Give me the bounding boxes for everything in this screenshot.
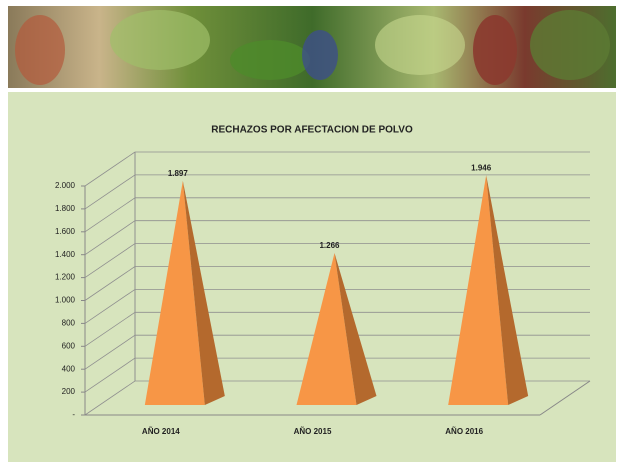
- value-label: 1.946: [471, 163, 492, 172]
- y-tick-label: 1.600: [55, 227, 76, 236]
- y-tick-label: 600: [62, 341, 76, 350]
- chart-title: RECHAZOS POR AFECTACION DE POLVO: [211, 125, 413, 136]
- x-tick-label: AÑO 2015: [294, 427, 332, 436]
- banner-photo: [8, 6, 616, 88]
- y-tick-label: 800: [62, 319, 76, 328]
- value-label: 1.897: [168, 169, 189, 178]
- chart-area: [8, 92, 616, 462]
- y-tick-label: 1.400: [55, 250, 76, 259]
- y-tick-label: 1.800: [55, 204, 76, 213]
- page: RECHAZOS POR AFECTACION DE POLVO - 200 400…: [0, 0, 624, 468]
- y-tick-label: 200: [62, 387, 76, 396]
- y-tick-label: 1.200: [55, 273, 76, 282]
- y-tick-label: -: [72, 410, 75, 419]
- y-tick-label: 400: [62, 364, 76, 373]
- x-tick-label: AÑO 2014: [142, 427, 180, 436]
- y-tick-label: 2.000: [55, 181, 76, 190]
- x-tick-label: AÑO 2016: [445, 427, 483, 436]
- value-label: 1.266: [319, 241, 340, 250]
- y-tick-label: 1.000: [55, 296, 76, 305]
